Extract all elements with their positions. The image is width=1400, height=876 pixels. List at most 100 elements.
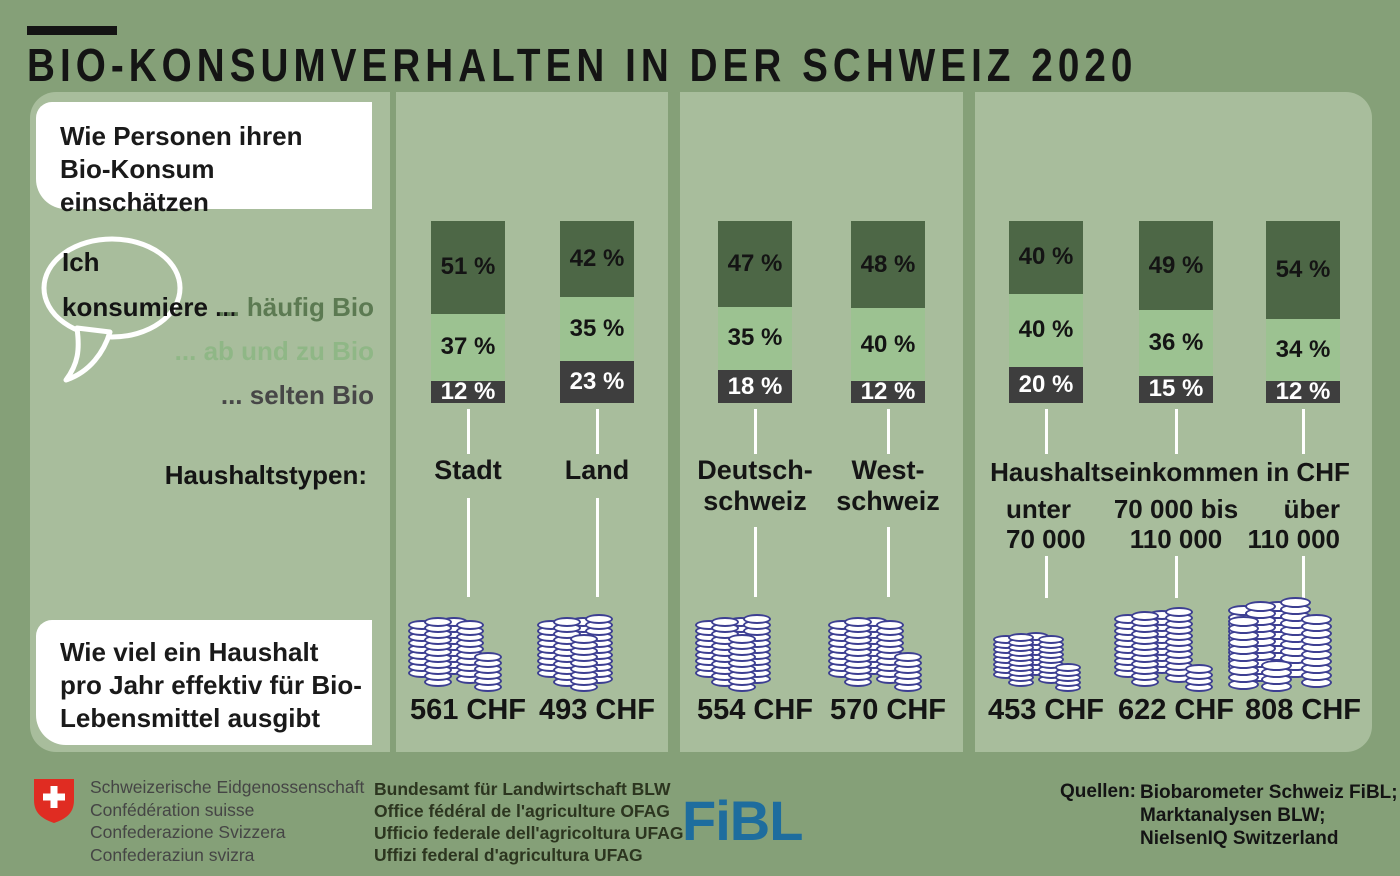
bar-segment: 47 % [718,221,792,307]
percent-label: 51 % [440,253,496,281]
percent-label: 40 % [1018,316,1074,344]
bar-segment: 37 % [431,313,505,382]
bar-segment: 35 % [718,306,792,371]
column-label-line: Land [564,455,630,485]
connector-line [886,409,890,454]
percent-label: 40 % [860,330,916,358]
coin [1279,597,1311,608]
column-label-line: schweiz [836,486,940,516]
bar-segment: 15 % [1139,375,1213,403]
coin-stack-icon [530,592,664,692]
percent-label: 12 % [1275,378,1331,406]
percent-label: 54 % [1275,256,1331,284]
coin [570,634,598,644]
coin [894,652,922,662]
coat-line: Confederaziun svizra [90,844,255,865]
percent-label: 35 % [727,324,783,352]
federal-office-text: Bundesamt für Landwirtschaft BLW Office … [374,778,684,866]
column-label: über 110 000 [1140,494,1340,554]
bar-segment: 40 % [1009,221,1083,294]
bar-segment: 48 % [851,221,925,309]
office-line: Ufficio federale dell'agricoltura UFAG [374,823,684,843]
percent-label: 48 % [860,250,916,278]
title-accent-bar [27,26,117,35]
coin [1055,663,1081,672]
stacked-bar: 42 % 35 % 23 % [560,221,634,403]
coin [1185,664,1213,674]
legend-item-haufig: ... häufig Bio [218,292,374,322]
speech-bubble-icon [41,236,183,383]
income-header: Haushaltseinkommen in CHF [990,457,1350,487]
source-line: NielsenIQ Switzerland [1140,828,1339,850]
stacked-bar: 40 % 40 % 20 % [1009,221,1083,403]
chf-value: 453 CHF [987,694,1105,726]
percent-label: 20 % [1018,370,1074,398]
stacked-bar: 49 % 36 % 15 % [1139,221,1213,403]
bar-segment: 20 % [1009,366,1083,403]
column-label-line: über [1283,494,1340,524]
percent-label: 35 % [569,315,625,343]
coat-line: Schweizerische Eidgenossenschaft [90,777,365,797]
bar-segment: 36 % [1139,310,1213,376]
connector-line [1174,409,1178,454]
column-label-line: unter [1006,494,1071,524]
stacked-bar: 47 % 35 % 18 % [718,221,792,403]
question-top-line2: Bio-Konsum einschätzen [60,154,215,217]
percent-label: 49 % [1148,251,1204,279]
column-label-line: 70 000 [1006,524,1086,554]
sources-text: Biobarometer Schweiz FiBL; Marktanalysen… [1140,781,1398,851]
bar-segment: 12 % [431,378,505,406]
percent-label: 18 % [727,372,783,400]
coin-stack-icon [979,592,1113,692]
office-line: Uffizi federal d'agricultura UFAG [374,845,643,865]
confederation-text: Schweizerische Eidgenossenschaft Confédé… [90,776,364,866]
connector-line [1044,556,1048,598]
connector-line [466,409,470,454]
column-label-line: West- [851,455,925,485]
column-label: Deutsch-schweiz [655,455,855,517]
connector-line [1301,556,1305,598]
connector-line [595,409,599,454]
coin [728,634,756,644]
coin [711,617,739,627]
source-line: Biobarometer Schweiz FiBL; [1140,782,1398,803]
bubble-text-line2: konsumiere ... [62,292,237,322]
connector-line [1174,556,1178,598]
coin [474,652,502,662]
percent-label: 12 % [440,378,496,406]
page-title: BIO-KONSUMVERHALTEN IN DER SCHWEIZ 2020 [27,39,1138,91]
coin [1038,635,1064,644]
coin-stack-icon [401,592,535,692]
connector-line [595,498,599,597]
office-line: Bundesamt für Landwirtschaft BLW [374,779,671,799]
legend-item-abundzu: ... ab und zu Bio [174,336,374,366]
chf-value: 808 CHF [1244,694,1362,726]
bar-segment: 40 % [851,308,925,382]
percent-label: 34 % [1275,336,1331,364]
office-line: Office fédéral de l'agriculture OFAG [374,801,670,821]
bar-segment: 18 % [718,370,792,403]
coin-stack-icon [1109,592,1243,692]
bubble-text-line1: Ich [62,247,100,277]
chf-value: 622 CHF [1117,694,1235,726]
question-box-top: Wie Personen ihren Bio-Konsum einschätze… [36,102,372,217]
coat-line: Confederazione Svizzera [90,822,286,843]
column-label: Land [497,455,697,486]
percent-label: 40 % [1018,243,1074,271]
bar-segment: 35 % [560,297,634,362]
column-label-line: Stadt [434,455,502,485]
bar-segment: 34 % [1266,319,1340,382]
bar-segment: 23 % [560,361,634,403]
question-bottom-line3: Lebensmittel ausgibt [60,703,321,733]
coin [1260,660,1292,671]
coin [876,620,904,630]
percent-label: 36 % [1148,328,1204,356]
percent-label: 15 % [1148,375,1204,403]
connector-line [886,527,890,597]
column-label-line: schweiz [703,486,807,516]
stacked-bar: 54 % 34 % 12 % [1266,221,1340,406]
coin [456,620,484,630]
column-label-line: 110 000 [1129,524,1223,554]
coin-stack-icon [688,592,822,692]
connector-line [753,527,757,597]
